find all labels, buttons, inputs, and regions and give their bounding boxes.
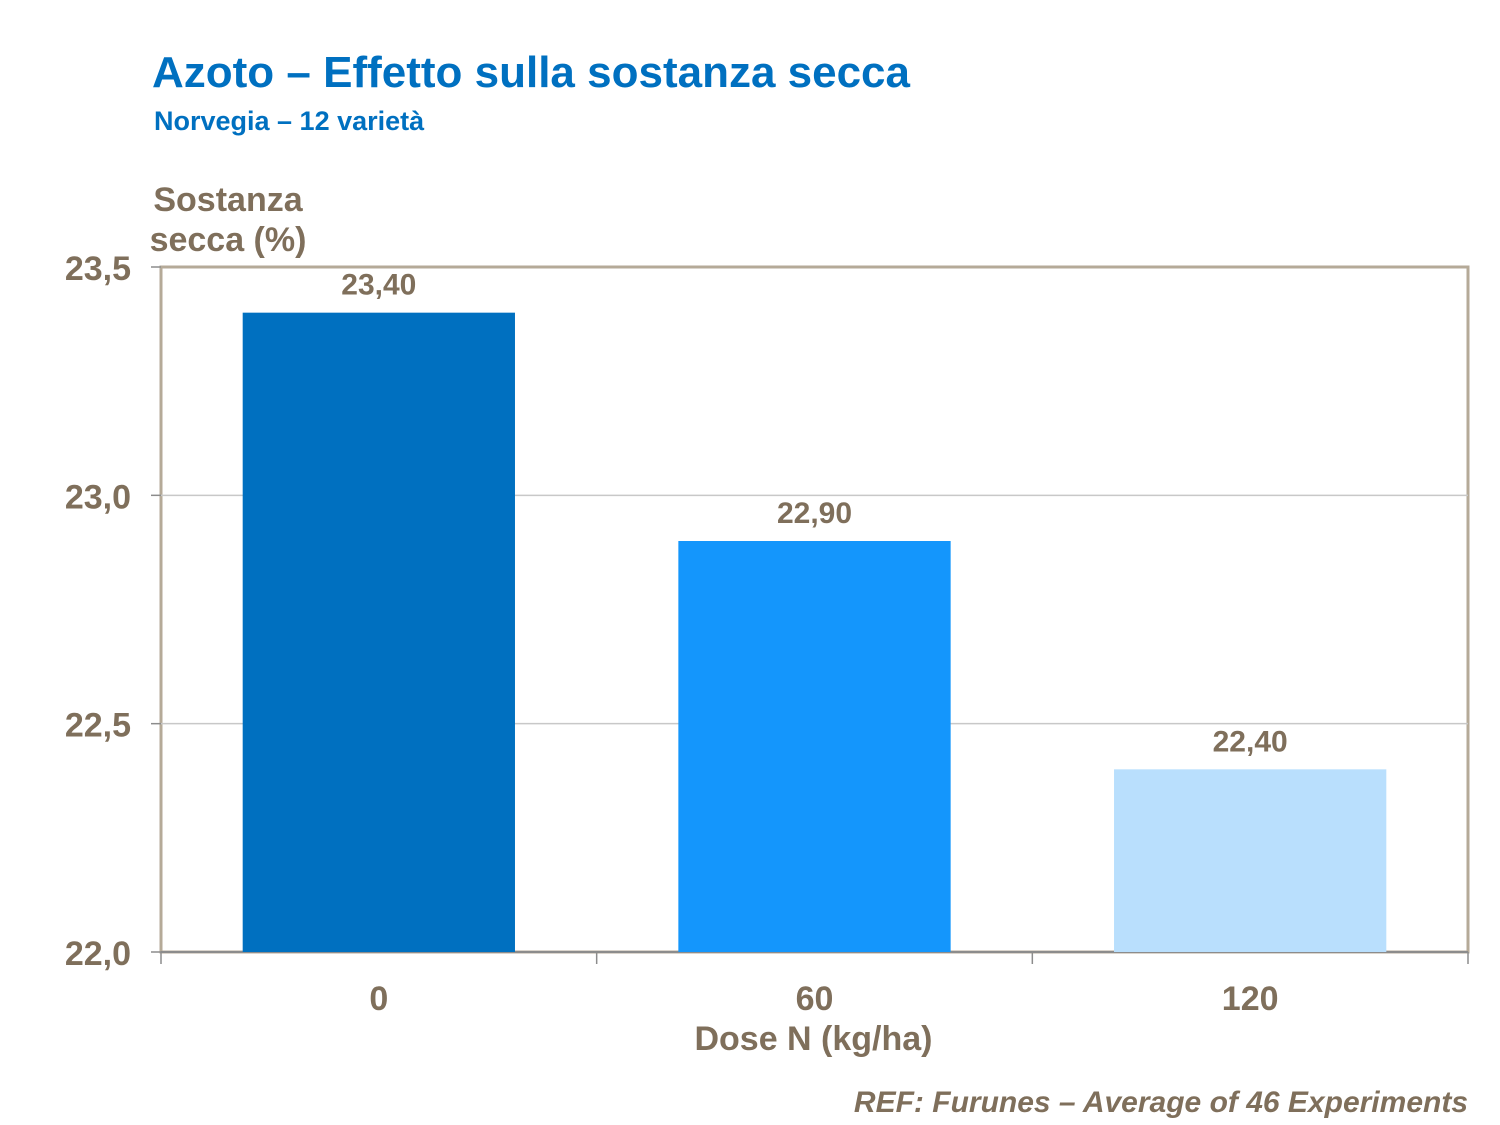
reference-note: REF: Furunes – Average of 46 Experiments <box>853 1086 1468 1119</box>
bar <box>242 312 515 953</box>
data-label: 22,40 <box>1213 725 1288 758</box>
y-tick-label: 22,0 <box>65 935 131 973</box>
bar <box>678 541 951 952</box>
data-label: 22,90 <box>777 497 852 530</box>
chart-title: Azoto – Effetto sulla sostanza secca <box>152 48 910 97</box>
x-axis-label: Dose N (kg/ha) <box>694 1020 932 1058</box>
chart-subtitle: Norvegia – 12 varietà <box>154 106 425 136</box>
x-tick-label: 60 <box>796 980 834 1018</box>
bar <box>1114 769 1387 952</box>
data-label: 23,40 <box>341 269 416 302</box>
y-tick-label: 22,5 <box>65 707 131 745</box>
y-axis-label: Sostanza secca (%) <box>149 181 307 259</box>
x-tick-label: 120 <box>1222 980 1279 1018</box>
y-tick-label: 23,5 <box>65 250 131 288</box>
y-tick-label: 23,0 <box>65 478 131 516</box>
x-tick-label: 0 <box>369 980 388 1018</box>
